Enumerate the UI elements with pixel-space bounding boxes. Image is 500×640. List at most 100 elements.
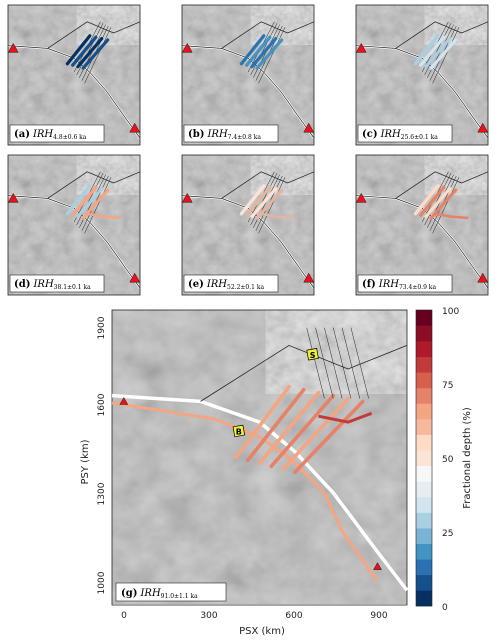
colorbar-segment (416, 574, 432, 591)
survey-line (84, 177, 112, 234)
svg-text:B: B (236, 427, 242, 436)
colorbar-segment (416, 465, 432, 482)
survey-line (250, 173, 278, 226)
flight-line (395, 21, 489, 49)
irh-swath-line (245, 387, 306, 463)
svg-text:(f)IRH73.4±0.9 ka: (f) IRH73.4±0.9 ka (362, 279, 436, 291)
irh-swath (239, 34, 284, 70)
main-map-panel: B S (g) IRH91.0±1.1 ka (111, 309, 409, 606)
y-tick-label: 1900 (97, 316, 107, 339)
station-marker (129, 272, 141, 283)
irh-swath-line (269, 393, 336, 469)
colorbar-segment (416, 528, 432, 544)
irh-swath-line (234, 384, 291, 460)
survey-line (424, 173, 452, 226)
irh-swath-line (281, 396, 350, 472)
station-marker (7, 192, 19, 203)
station-marker (373, 562, 382, 570)
map-panel-c: (c) IRH25.6±0.1 ka (355, 4, 489, 146)
irh-swath-line (257, 390, 321, 466)
colorbar-segment (416, 512, 432, 529)
survey-line (258, 177, 286, 234)
svg-text:(b)IRH7.4±0.8 ka: (b) IRH7.4±0.8 ka (188, 129, 261, 141)
irh-swath (65, 184, 121, 220)
panel-label: (a) IRH4.8±0.6 ka (9, 124, 105, 143)
flight-line (395, 171, 489, 199)
colorbar-segment (416, 481, 432, 498)
colorbar-segment (416, 325, 432, 342)
svg-text:(a)IRH4.8±0.6 ka: (a) IRH4.8±0.6 ka (14, 129, 87, 141)
svg-text:(g)IRH91.0±1.1 ka: (g) IRH91.0±1.1 ka (121, 588, 198, 600)
station-marker (477, 122, 489, 133)
colorbar-segment (416, 356, 432, 373)
x-tick-label: 0 (121, 611, 127, 621)
y-tick-label: 1000 (97, 571, 107, 594)
irh-swath (65, 34, 110, 70)
survey-line (306, 327, 325, 399)
colorbar-segment (416, 341, 432, 358)
colorbar-tick-label: 50 (442, 455, 454, 465)
map-panel-f: (f) IRH73.4±0.9 ka (355, 154, 489, 296)
colorbar-segment (416, 387, 432, 404)
svg-text:(c)IRH25.6±0.1 ka: (c) IRH25.6±0.1 ka (362, 129, 438, 141)
y-tick-label: 1600 (97, 393, 107, 416)
survey-line (350, 327, 369, 399)
panel-label: (b) IRH7.4±0.8 ka (183, 124, 279, 143)
panel-label: (c) IRH25.6±0.1 ka (357, 124, 453, 143)
irh-swath (413, 34, 458, 70)
survey-line (432, 177, 460, 234)
colorbar-tick-label: 75 (442, 381, 453, 391)
station-marker (129, 122, 141, 133)
flight-line (47, 171, 141, 199)
survey-line (76, 173, 104, 226)
colorbar-segment (416, 372, 432, 389)
map-panel-b: (b) IRH7.4±0.8 ka (181, 4, 315, 146)
colorbar-segment (416, 590, 432, 607)
station-marker (181, 42, 193, 53)
y-tick-label: 1300 (97, 482, 107, 505)
station-marker (477, 272, 489, 283)
x-tick-label: 900 (370, 611, 387, 621)
y-axis-label: PSY (km) (80, 439, 91, 484)
survey-line (324, 327, 343, 399)
irh-swath (413, 184, 469, 220)
colorbar-tick-label: 0 (442, 603, 448, 613)
colorbar-segment (416, 450, 432, 467)
map-panel-d: (d) IRH38.1±0.1 ka (7, 154, 141, 296)
colorbar: 100 75 50 25 0 Fractional depth (%) (415, 307, 473, 613)
panel-label: (e) IRH52.2±0.1 ka (183, 274, 279, 293)
station-marker (7, 42, 19, 53)
irh-trace (111, 401, 379, 583)
colorbar-segment (416, 543, 432, 560)
survey-line (424, 23, 452, 76)
survey-line (258, 27, 286, 84)
survey-line (76, 23, 104, 76)
flight-line (221, 171, 315, 199)
svg-text:S: S (310, 351, 316, 360)
colorbar-segment (416, 419, 432, 435)
x-axis-label: PSX (km) (239, 626, 285, 637)
station-marker (119, 397, 129, 405)
survey-line (432, 27, 460, 84)
irh-swath (239, 184, 295, 220)
svg-text:(e)IRH52.2±0.1 ka: (e) IRH52.2±0.1 ka (188, 279, 265, 291)
irh-swath-line (293, 399, 365, 475)
station-marker (355, 192, 367, 203)
panel-label: (f) IRH73.4±0.9 ka (357, 274, 453, 293)
survey-line (341, 327, 361, 399)
map-panel-a: (a) IRH4.8±0.6 ka (7, 4, 141, 146)
y-axis: PSY (km) 1900 1600 1300 1000 (80, 316, 107, 594)
colorbar-segment (416, 496, 432, 513)
flight-line (221, 21, 315, 49)
x-axis: PSX (km) 0 300 600 900 (121, 611, 388, 637)
site-marker: B (232, 424, 246, 438)
station-marker (355, 42, 367, 53)
colorbar-segment (416, 434, 432, 451)
station-marker (181, 192, 193, 203)
site-marker: S (306, 348, 319, 361)
survey-line (84, 27, 112, 84)
survey-line (315, 327, 334, 399)
panel-label: (g) IRH91.0±1.1 ka (115, 582, 227, 602)
panel-label: (d) IRH38.1±0.1 ka (9, 274, 105, 293)
